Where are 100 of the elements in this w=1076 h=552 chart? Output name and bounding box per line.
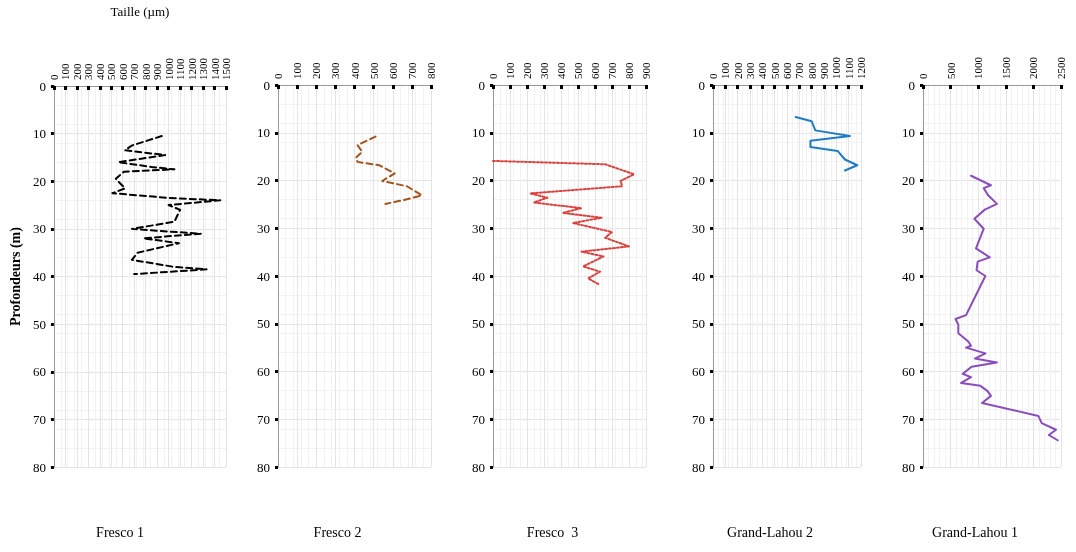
y-tick-label: 30 [257,220,270,236]
x-tick-label: 800 [805,62,818,79]
y-tick-label: 40 [902,268,915,284]
y-tick-label: 10 [692,125,705,141]
x-tick-label: 300 [538,62,550,79]
x-tick-label: 100 [719,62,732,79]
x-tick-label: 0 [917,73,929,79]
y-tick-label: 60 [472,364,485,379]
text: Grand-Lahou 2 [727,524,813,540]
x-tick-label: 1500 [220,57,232,80]
y-tick-label: 20 [32,173,46,189]
y-tick-label: 40 [692,268,705,284]
x-tick-label: 600 [781,62,793,79]
y-tick-label: 50 [32,316,46,332]
x-tick-label: 300 [744,62,756,79]
x-tick-label: 500 [944,62,957,79]
x-tick-label: 500 [367,62,380,79]
y-tick-label: 70 [472,411,485,427]
x-tick-label: 800 [425,62,437,79]
x-tick-label: 800 [139,63,152,80]
x-tick-label: 0 [47,74,60,80]
x-tick-label: 700 [606,62,618,79]
y-tick-label: 20 [902,173,915,188]
line-series [794,115,859,172]
y-tick-label: 10 [32,126,46,142]
x-tick-label: 600 [589,62,601,79]
y-tick-label: 20 [692,173,705,188]
x-tick-label: 800 [623,62,635,79]
x-tick-label: 1000 [830,56,843,79]
x-tick-label: 400 [348,62,361,79]
y-tick-label: 20 [257,173,270,188]
y-tick-label: 20 [472,173,485,188]
y-tick-label: 40 [472,268,485,284]
x-tick-label: 600 [386,62,399,79]
text: Grand-Lahou 1 [932,524,1018,540]
x-tick-label: 2000 [1027,56,1040,79]
x-axis-title: Taille (µm) [110,4,170,19]
x-tick-label: 300 [82,63,95,80]
x-tick-label: 200 [310,62,323,79]
text: Fresco 2 [313,524,362,540]
y-tick-label: 80 [32,459,46,475]
y-tick-label: 70 [692,411,705,427]
x-tick-label: 500 [768,62,781,79]
x-tick-label: 2500 [1055,56,1067,79]
x-tick-label: 400 [93,63,106,80]
y-tick-label: 60 [257,364,270,379]
y-tick-label: 70 [32,411,46,427]
y-tick-label: 80 [472,459,485,475]
y-tick-label: 40 [32,269,46,284]
y-tick-label: 30 [472,220,485,236]
x-tick-label: 0 [487,73,499,79]
y-tick-label: 30 [32,221,46,237]
x-tick-label: 0 [707,73,719,79]
y-tick-label: 80 [692,459,705,475]
x-tick-label: 1200 [855,56,867,79]
x-tick-label: 1100 [842,56,855,79]
x-tick-label: 300 [329,62,342,79]
x-tick-label: 1000 [972,56,985,79]
line-series [355,135,423,205]
x-tick-label: 700 [793,62,806,79]
x-tick-label: 1000 [162,57,175,80]
x-tick-label: 0 [272,73,284,79]
y-tick-label: 30 [692,220,705,236]
x-tick-label: 100 [291,62,304,79]
line-series [492,159,636,286]
x-tick-label: 900 [151,63,164,80]
y-tick-label: 50 [472,316,485,332]
y-tick-label: 60 [32,364,46,380]
y-tick-label: 50 [692,316,705,332]
line-series [111,135,222,276]
y-tick-label: 10 [902,125,915,141]
x-tick-label: 200 [521,62,533,79]
line-series [954,174,1059,442]
x-tick-label: 700 [128,63,141,80]
y-tick-label: 10 [257,125,270,141]
y-tick-label: 80 [902,459,915,475]
x-tick-label: 1500 [999,56,1012,79]
y-tick-label: 10 [472,125,485,141]
x-tick-label: 1300 [197,57,210,80]
x-tick-label: 900 [818,62,830,79]
x-tick-label: 1200 [185,57,198,80]
x-tick-label: 100 [504,62,516,79]
y-tick-label: 60 [902,364,915,379]
x-tick-label: 400 [555,62,567,79]
x-tick-label: 400 [756,62,769,79]
x-tick-label: 500 [572,62,584,79]
x-tick-label: 100 [59,63,72,80]
x-tick-label: 200 [731,62,744,79]
x-tick-label: 600 [116,63,129,80]
x-tick-label: 1100 [174,57,187,80]
x-tick-label: 700 [405,62,418,79]
y-tick-label: 50 [257,316,270,332]
x-tick-label: 900 [640,62,652,79]
y-tick-label: 80 [257,459,270,475]
y-tick-label: 70 [902,411,915,427]
y-tick-label: 60 [692,364,705,379]
y-tick-label: 50 [902,316,915,332]
y-axis-title: Profondeurs (m) [7,226,24,326]
x-tick-label: 1400 [208,57,221,80]
x-tick-label: 500 [105,63,118,80]
